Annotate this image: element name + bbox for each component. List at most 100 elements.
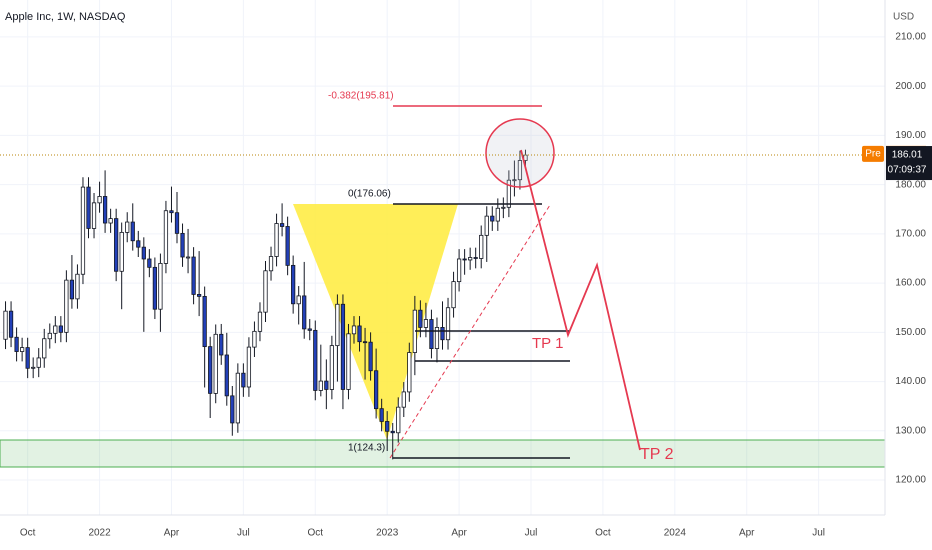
candle-body bbox=[479, 234, 484, 259]
candle-body bbox=[119, 231, 124, 272]
candle-body bbox=[501, 206, 506, 209]
fib-0-label: 0(176.06) bbox=[348, 189, 391, 200]
candle-body bbox=[374, 370, 379, 410]
x-tick-label: Apr bbox=[451, 528, 467, 539]
candle-body bbox=[136, 240, 141, 248]
candle-body bbox=[8, 310, 14, 338]
target-circle bbox=[485, 118, 555, 188]
candle-body bbox=[213, 333, 218, 394]
pre-badge bbox=[862, 145, 884, 162]
chart-title: Apple Inc, 1W, NASDAQ bbox=[5, 11, 126, 23]
candle-body bbox=[169, 210, 174, 214]
candle-body bbox=[208, 346, 213, 394]
candle-body bbox=[434, 327, 440, 349]
candle-body bbox=[274, 223, 279, 257]
candle-body bbox=[20, 347, 25, 352]
pre-label: Pre bbox=[865, 149, 881, 160]
candle-body bbox=[80, 186, 86, 275]
candle-body bbox=[64, 279, 69, 333]
candle-body bbox=[91, 202, 97, 229]
candle-body bbox=[202, 295, 207, 348]
candle-body bbox=[152, 266, 157, 310]
y-tick-label: 190.00 bbox=[895, 130, 926, 141]
candle-body bbox=[351, 325, 357, 335]
candle-body bbox=[495, 207, 500, 222]
candle-body bbox=[302, 295, 307, 330]
candle-body bbox=[285, 226, 290, 266]
y-tick-label: 210.00 bbox=[895, 32, 926, 43]
y-tick-label: 140.00 bbox=[895, 376, 926, 387]
candle-body bbox=[357, 325, 362, 343]
candle-body bbox=[185, 256, 191, 259]
candle-body bbox=[291, 264, 296, 305]
last-price-label: 186.01 bbox=[892, 150, 923, 161]
candle-body bbox=[429, 319, 434, 349]
candle-body bbox=[69, 279, 75, 300]
candle-body bbox=[75, 273, 80, 300]
candle-body bbox=[324, 380, 329, 390]
candle-body bbox=[318, 380, 323, 391]
candle-body bbox=[147, 258, 152, 268]
x-tick-label: 2023 bbox=[376, 528, 399, 539]
candle-body bbox=[396, 406, 401, 434]
trend-line bbox=[389, 204, 551, 459]
candle-body bbox=[401, 391, 406, 408]
candle-body bbox=[158, 263, 163, 310]
candle-body bbox=[125, 221, 130, 233]
y-tick-label: 180.00 bbox=[895, 179, 926, 190]
candle-body bbox=[230, 395, 235, 424]
candle-body bbox=[390, 430, 395, 434]
tp2-label: TP 2 bbox=[640, 446, 674, 463]
candle-body bbox=[379, 408, 384, 422]
fib-ext-label: -0.382(195.81) bbox=[328, 91, 394, 102]
candle-body bbox=[484, 215, 489, 236]
candle-body bbox=[456, 258, 462, 283]
projection-path bbox=[520, 149, 641, 451]
candle-body bbox=[224, 354, 229, 397]
candle-body bbox=[102, 196, 108, 224]
candle-body bbox=[141, 246, 146, 260]
x-tick-label: Jul bbox=[525, 528, 538, 539]
candle-body bbox=[385, 421, 390, 432]
support-zone bbox=[0, 439, 886, 468]
y-tick-label: 160.00 bbox=[895, 278, 926, 289]
candle-body bbox=[174, 212, 180, 234]
candle-body bbox=[42, 338, 47, 359]
y-tick-label: 120.00 bbox=[895, 475, 926, 486]
candle-body bbox=[296, 295, 301, 305]
candle-body bbox=[362, 341, 368, 344]
candle-body bbox=[47, 332, 52, 340]
candle-body bbox=[197, 294, 202, 297]
candle-body bbox=[340, 303, 346, 390]
candle-body bbox=[25, 347, 30, 369]
last-price-box bbox=[886, 146, 932, 181]
candle-body bbox=[36, 357, 41, 368]
candle-body bbox=[490, 215, 495, 222]
candle-body bbox=[313, 329, 318, 391]
candle-body bbox=[180, 232, 185, 258]
candle-body bbox=[462, 258, 467, 261]
y-tick-label: 130.00 bbox=[895, 425, 926, 436]
fib-1-label: 1(124.3) bbox=[348, 443, 385, 454]
candle-body bbox=[241, 372, 246, 388]
candle-body bbox=[14, 336, 19, 352]
candle-body bbox=[440, 327, 445, 341]
x-tick-label: 2024 bbox=[664, 528, 687, 539]
x-tick-label: Apr bbox=[739, 528, 755, 539]
x-tick-label: Apr bbox=[164, 528, 180, 539]
candle-body bbox=[257, 311, 263, 332]
candle-body bbox=[97, 196, 102, 204]
candle-body bbox=[3, 310, 8, 340]
candle-body bbox=[279, 223, 285, 227]
y-tick-label: 150.00 bbox=[895, 327, 926, 338]
tp1-label: TP 1 bbox=[532, 335, 563, 352]
candle-body bbox=[407, 352, 412, 393]
candles bbox=[3, 149, 528, 460]
candle-body bbox=[335, 303, 340, 347]
candle-body bbox=[268, 256, 274, 272]
candle-body bbox=[346, 333, 351, 390]
x-tick-label: Jul bbox=[812, 528, 825, 539]
candle-body bbox=[506, 179, 511, 208]
candle-body bbox=[219, 333, 224, 356]
